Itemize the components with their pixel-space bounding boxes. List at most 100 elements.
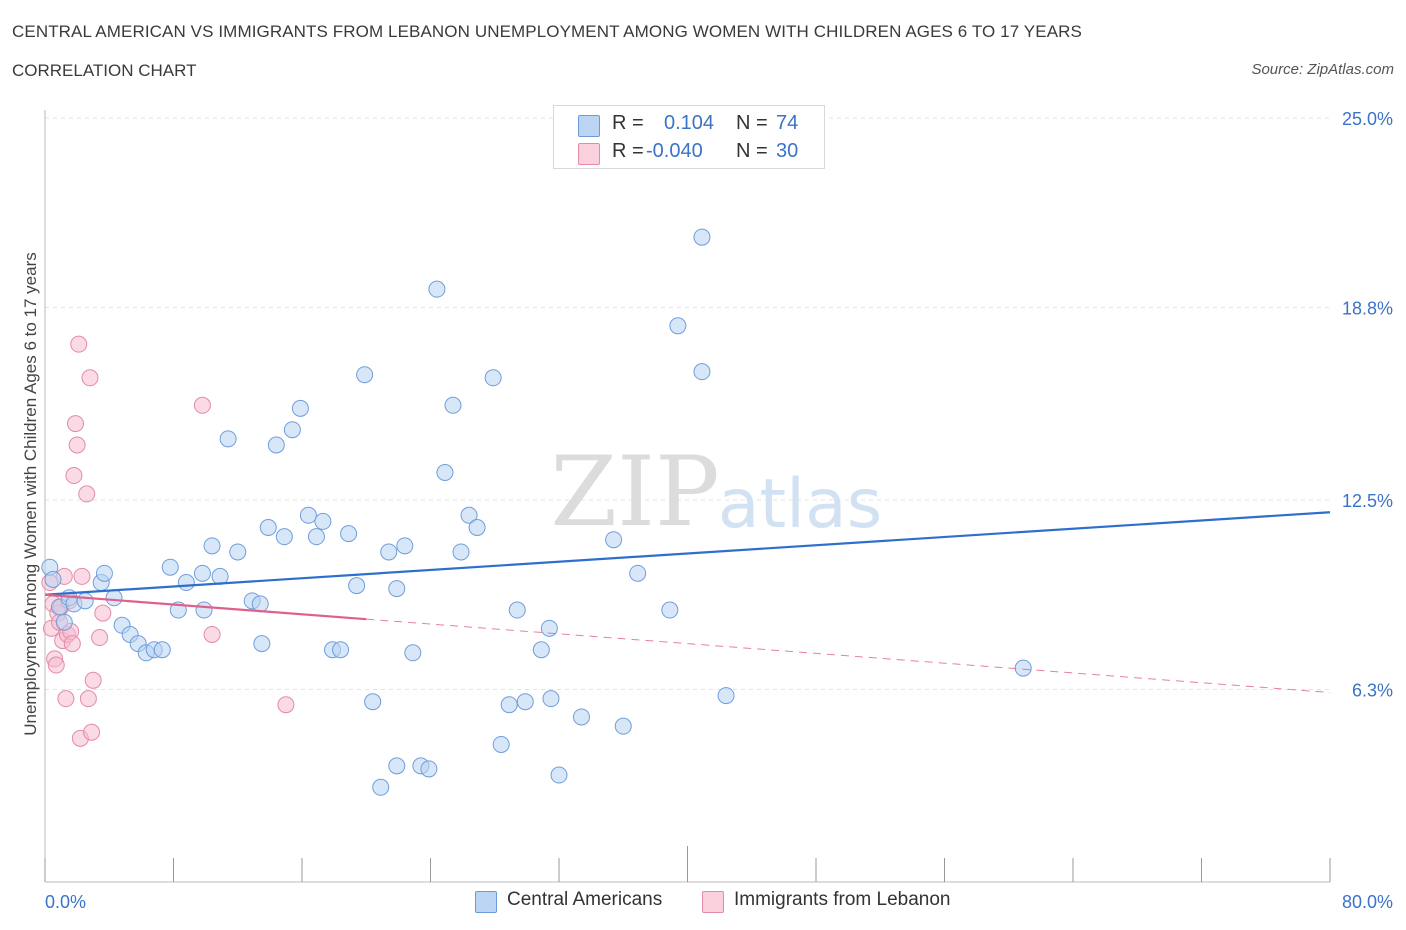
- lebanon-trend-line: [44, 593, 367, 621]
- stats-legend: R = 0.104 N = 74 R = -0.040 N = 30: [553, 105, 825, 169]
- central-americans-point: [372, 778, 390, 796]
- bottom-legend-swatch-pink: [702, 891, 724, 913]
- central-americans-point: [661, 601, 679, 619]
- chart-subtitle: CORRELATION CHART: [12, 61, 197, 80]
- central-americans-point: [516, 693, 534, 711]
- central-americans-point: [614, 717, 632, 735]
- y-axis-title: Unemployment Among Women with Children A…: [21, 252, 40, 736]
- central-americans-point: [275, 528, 293, 546]
- watermark-zip: ZIP: [550, 436, 719, 548]
- central-americans-point: [1014, 659, 1032, 677]
- x-tick-label: 80.0%: [1342, 892, 1393, 912]
- series-central-americans: [41, 118, 1032, 796]
- central-americans-point: [468, 519, 486, 537]
- lebanon-point: [203, 625, 221, 643]
- lebanon-point: [70, 335, 88, 353]
- central-americans-point: [540, 619, 558, 637]
- legend-r-label: R =: [612, 112, 644, 134]
- legend-n-label: N =: [736, 112, 768, 134]
- lebanon-point: [193, 396, 211, 414]
- central-americans-point: [388, 580, 406, 598]
- central-americans-point: [629, 564, 647, 582]
- central-americans-point: [299, 506, 317, 524]
- central-americans-point: [364, 693, 382, 711]
- central-americans-point: [542, 690, 560, 708]
- lebanon-point: [63, 635, 81, 653]
- trend-lines: [44, 511, 1331, 694]
- central-americans-point: [253, 635, 271, 653]
- central-americans-point: [492, 735, 510, 753]
- central-americans-point: [291, 399, 309, 417]
- central-americans-point: [211, 567, 229, 585]
- central-americans-point: [332, 641, 350, 659]
- central-americans-point: [219, 430, 237, 448]
- central-americans-point: [229, 543, 247, 561]
- central-americans-point: [436, 463, 454, 481]
- legend-n-label: N =: [736, 140, 768, 162]
- central-americans-point: [105, 589, 123, 607]
- lebanon-point: [67, 415, 85, 433]
- legend-swatch-pink: [578, 143, 600, 165]
- legend-r-label: R =: [612, 140, 644, 162]
- central-americans-point: [314, 512, 332, 530]
- y-axis-title-group: Unemployment Among Women with Children A…: [21, 252, 40, 736]
- lebanon-point: [79, 690, 97, 708]
- central-americans-point: [452, 543, 470, 561]
- central-americans-point: [55, 613, 73, 631]
- lebanon-point: [57, 690, 75, 708]
- series-lebanon: [41, 335, 295, 747]
- chart-title: CENTRAL AMERICAN VS IMMIGRANTS FROM LEBA…: [12, 22, 1082, 41]
- y-tick-label: 25.0%: [1342, 109, 1393, 129]
- central-americans-point: [177, 574, 195, 592]
- lebanon-point: [78, 485, 96, 503]
- central-americans-point: [460, 506, 478, 524]
- legend-r-value: 0.104: [664, 112, 715, 134]
- legend-swatch-blue: [578, 115, 600, 137]
- tick-labels: 6.3% 12.5% 18.8% 25.0% 0.0% 80.0%: [45, 109, 1393, 912]
- x-tick-label: 0.0%: [45, 892, 86, 912]
- central-americans-point: [605, 531, 623, 549]
- central-americans-point: [340, 525, 358, 543]
- lebanon-trend-extension: [366, 618, 1331, 694]
- lebanon-point: [81, 369, 99, 387]
- lebanon-point: [84, 671, 102, 689]
- central-americans-point: [532, 641, 550, 659]
- central-americans-point: [717, 687, 735, 705]
- lebanon-point: [73, 567, 91, 585]
- central-americans-point: [307, 528, 325, 546]
- central-americans-point: [550, 766, 568, 784]
- lebanon-point: [65, 467, 83, 485]
- central-americans-point: [404, 644, 422, 662]
- lebanon-point: [47, 656, 65, 674]
- bottom-legend-label: Immigrants from Lebanon: [734, 889, 951, 910]
- legend-r-value: -0.040: [646, 140, 703, 162]
- central-americans-point: [396, 537, 414, 555]
- central-americans-point: [283, 421, 301, 439]
- y-tick-label: 12.5%: [1342, 491, 1393, 511]
- watermark: ZIP atlas: [550, 436, 882, 548]
- central-americans-point: [267, 436, 285, 454]
- central-americans-point: [348, 577, 366, 595]
- legend-n-value: 74: [776, 112, 799, 134]
- central-americans-point: [444, 396, 462, 414]
- lebanon-point: [94, 604, 112, 622]
- central-americans-point: [95, 564, 113, 582]
- central-americans-point: [251, 595, 269, 613]
- central-americans-point: [356, 366, 374, 384]
- source-label: Source: ZipAtlas.com: [1251, 61, 1394, 78]
- legend-n-value: 30: [776, 140, 799, 162]
- lebanon-point: [91, 629, 109, 647]
- y-tick-label: 6.3%: [1352, 680, 1393, 700]
- bottom-legend-label: Central Americans: [507, 889, 663, 910]
- central-americans-point: [508, 601, 526, 619]
- watermark-atlas: atlas: [718, 465, 882, 544]
- lebanon-point: [277, 696, 295, 714]
- central-americans-point: [153, 641, 171, 659]
- central-americans-point: [388, 757, 406, 775]
- central-americans-point: [195, 601, 213, 619]
- y-tick-label: 18.8%: [1342, 298, 1393, 318]
- central-americans-point: [259, 519, 277, 537]
- central-americans-point: [484, 369, 502, 387]
- central-americans-trend-line: [44, 511, 1331, 596]
